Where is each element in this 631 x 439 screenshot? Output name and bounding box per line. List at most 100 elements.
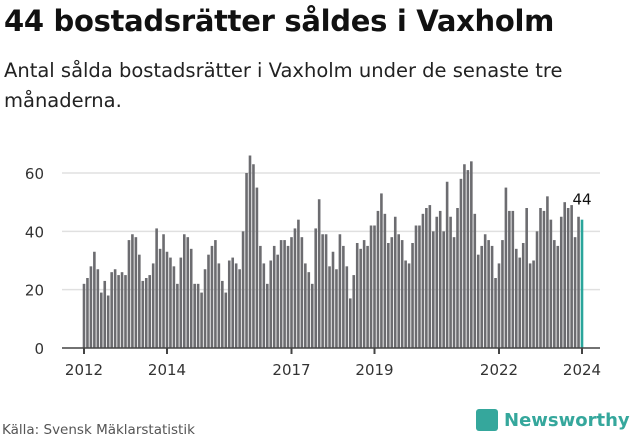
bar [307,272,311,348]
bar [373,225,376,348]
x-tick-label: 2014 [148,361,186,379]
bar [200,292,203,348]
bar [106,295,110,348]
bar [452,237,456,348]
bar [518,257,522,348]
bar [169,257,172,348]
bar [255,187,259,348]
bar [359,248,362,348]
bar [376,210,380,348]
bar [535,231,539,348]
bar [265,283,269,348]
bar [224,292,228,348]
bar [345,266,349,348]
bar [366,245,369,348]
bar [127,240,131,348]
bar [82,283,86,348]
y-tick-label: 60 [25,165,44,183]
bar [286,245,290,348]
logo-text: Newsworthy [504,409,630,431]
bar [473,213,477,348]
bar [248,155,252,348]
bar [539,208,542,348]
bar [414,225,418,348]
bar [196,283,200,348]
bar [428,205,432,348]
bar [442,231,445,348]
bar [470,161,473,348]
bar [314,228,318,348]
bar [483,234,487,348]
bar [172,266,176,348]
bar [131,234,134,348]
bar [549,219,553,348]
bar [252,164,255,348]
bar [134,237,138,348]
bar [501,240,504,348]
bar [425,208,428,348]
bar [259,245,262,348]
bar [508,210,511,348]
bar [113,269,117,348]
bar [348,298,352,348]
chart-subtitle: Antal sålda bostadsrätter i Vaxholm unde… [4,59,563,112]
bar [556,245,560,348]
bar [421,213,425,348]
bar [241,231,245,348]
bar [342,245,345,348]
bar [110,272,113,348]
bar [553,240,556,348]
bar [103,280,107,348]
bar [497,263,501,348]
bar [580,219,584,348]
bar [566,208,570,348]
bar [383,213,387,348]
bar [463,164,466,348]
bar [504,187,508,348]
bar [165,251,169,348]
bar [245,173,248,348]
bar [93,251,96,348]
bar [400,240,404,348]
bar [317,199,321,348]
bar [321,234,324,348]
bar [214,240,217,348]
bar [89,266,93,348]
bar [186,237,190,348]
bar [362,240,366,348]
bar [221,280,224,348]
bar [217,263,221,348]
bar [297,219,300,348]
bar [262,263,266,348]
bar [120,272,124,348]
bar [352,275,356,348]
bar [328,266,331,348]
bar [490,245,494,348]
bar [449,216,452,348]
bar [207,254,210,348]
bar [418,225,421,348]
bar [570,205,573,348]
bar [176,283,179,348]
bar [487,240,490,348]
bar [459,178,463,348]
bar [445,181,449,348]
x-tick-label: 2019 [355,361,393,379]
bar [203,269,207,348]
bar [380,193,383,348]
bar [179,257,183,348]
x-tick-label: 2022 [480,361,518,379]
bar [577,216,580,348]
source-label: Källa: Svensk Mäklarstatistik [2,422,195,438]
bar [480,245,484,348]
bar [189,248,193,348]
chart-title: 44 bostadsrätter såldes i Vaxholm [4,4,555,38]
bar [542,210,546,348]
bar [304,263,307,348]
bar [279,240,283,348]
bar [411,243,414,348]
bar [514,248,518,348]
bar [563,202,567,348]
y-tick-label: 40 [25,223,44,241]
bar [573,237,577,348]
